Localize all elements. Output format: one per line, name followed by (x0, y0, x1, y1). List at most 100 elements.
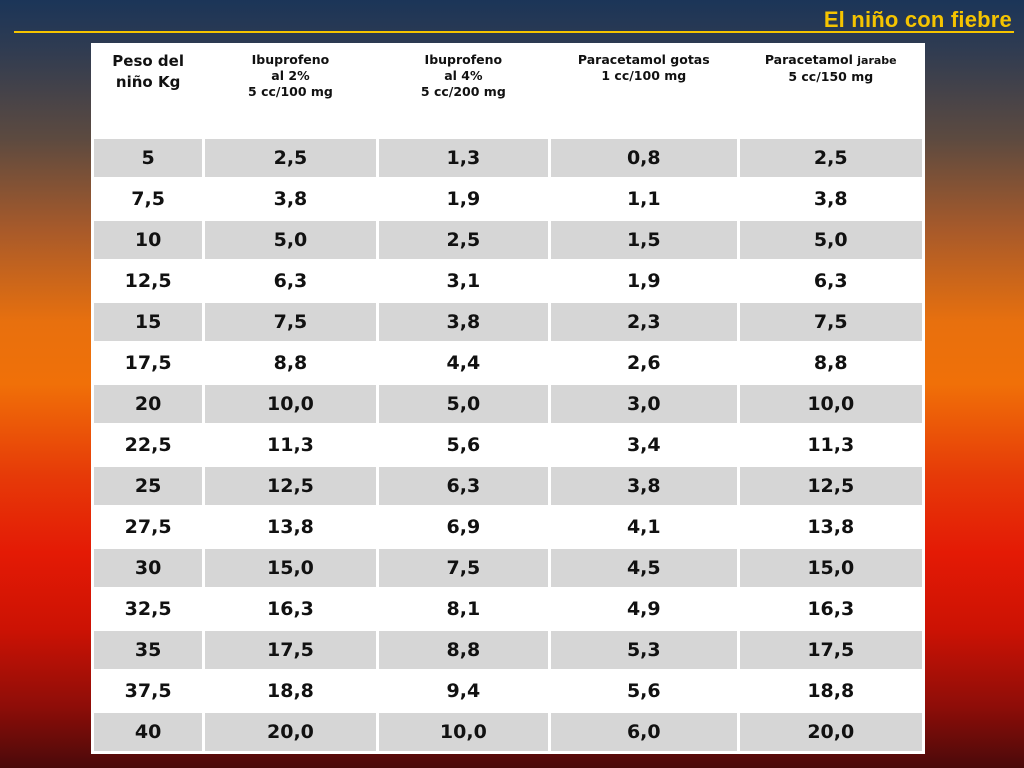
table-body: 5 2,5 1,3 0,8 2,5 7,5 3,8 1,9 1,1 3,8 10 5,0 2,5 1,5 5… (94, 139, 922, 751)
header-line: Ibuprofeno (251, 52, 330, 67)
ibuprofen-2-cell: 11,3 (205, 426, 376, 464)
ibuprofen-2-cell: 6,3 (205, 262, 376, 300)
paracetamol-drops-cell: 3,4 (551, 426, 737, 464)
paracetamol-drops-cell: 1,5 (551, 221, 737, 259)
paracetamol-drops-cell: 1,9 (551, 262, 737, 300)
weight-cell: 12,5 (94, 262, 203, 300)
table-row: 27,5 13,8 6,9 4,1 13,8 (94, 508, 922, 546)
ibuprofen-2-cell: 17,5 (205, 631, 376, 669)
paracetamol-drops-cell: 4,5 (551, 549, 737, 587)
header-paracetamol-drops: Paracetamol gotas 1 cc/100 mg (551, 46, 737, 136)
paracetamol-syrup-cell: 16,3 (739, 590, 922, 628)
ibuprofen-4-cell: 2,5 (378, 221, 549, 259)
ibuprofen-4-cell: 5,0 (378, 385, 549, 423)
table-row: 35 17,5 8,8 5,3 17,5 (94, 631, 922, 669)
header-weight: Peso del niño Kg (94, 46, 203, 136)
weight-cell: 7,5 (94, 180, 203, 218)
ibuprofen-4-cell: 1,9 (378, 180, 549, 218)
weight-cell: 27,5 (94, 508, 203, 546)
weight-cell: 40 (94, 713, 203, 751)
paracetamol-syrup-cell: 7,5 (739, 303, 922, 341)
paracetamol-drops-cell: 4,9 (551, 590, 737, 628)
header-line: 1 cc/100 mg (601, 68, 687, 83)
table-row: 15 7,5 3,8 2,3 7,5 (94, 303, 922, 341)
paracetamol-drops-cell: 2,6 (551, 344, 737, 382)
table-row: 7,5 3,8 1,9 1,1 3,8 (94, 180, 922, 218)
paracetamol-drops-cell: 5,3 (551, 631, 737, 669)
ibuprofen-4-cell: 5,6 (378, 426, 549, 464)
ibuprofen-4-cell: 6,9 (378, 508, 549, 546)
ibuprofen-4-cell: 8,8 (378, 631, 549, 669)
ibuprofen-4-cell: 6,3 (378, 467, 549, 505)
table-row: 17,5 8,8 4,4 2,6 8,8 (94, 344, 922, 382)
ibuprofen-4-cell: 9,4 (378, 672, 549, 710)
weight-cell: 37,5 (94, 672, 203, 710)
table-row: 22,5 11,3 5,6 3,4 11,3 (94, 426, 922, 464)
weight-cell: 30 (94, 549, 203, 587)
header-line: 5 cc/100 mg (248, 84, 333, 99)
ibuprofen-4-cell: 3,8 (378, 303, 549, 341)
paracetamol-drops-cell: 1,1 (551, 180, 737, 218)
ibuprofen-2-cell: 7,5 (205, 303, 376, 341)
ibuprofen-2-cell: 13,8 (205, 508, 376, 546)
paracetamol-syrup-cell: 6,3 (739, 262, 922, 300)
table-header-row: Peso del niño Kg Ibuprofeno al 2% 5 cc/1… (94, 46, 922, 136)
paracetamol-syrup-cell: 8,8 (739, 344, 922, 382)
header-line: al 2% (271, 68, 310, 83)
paracetamol-syrup-cell: 2,5 (739, 139, 922, 177)
header-line-suffix: jarabe (857, 54, 897, 67)
ibuprofen-4-cell: 4,4 (378, 344, 549, 382)
ibuprofen-2-cell: 16,3 (205, 590, 376, 628)
table-row: 37,5 18,8 9,4 5,6 18,8 (94, 672, 922, 710)
paracetamol-syrup-cell: 3,8 (739, 180, 922, 218)
ibuprofen-2-cell: 10,0 (205, 385, 376, 423)
ibuprofen-4-cell: 7,5 (378, 549, 549, 587)
header-line: 5 cc/200 mg (420, 84, 506, 99)
ibuprofen-2-cell: 8,8 (205, 344, 376, 382)
paracetamol-syrup-cell: 5,0 (739, 221, 922, 259)
paracetamol-drops-cell: 5,6 (551, 672, 737, 710)
ibuprofen-2-cell: 18,8 (205, 672, 376, 710)
header-line: Paracetamol gotas (577, 52, 710, 67)
paracetamol-syrup-cell: 20,0 (739, 713, 922, 751)
ibuprofen-2-cell: 5,0 (205, 221, 376, 259)
paracetamol-drops-cell: 6,0 (551, 713, 737, 751)
paracetamol-drops-cell: 0,8 (551, 139, 737, 177)
ibuprofen-4-cell: 1,3 (378, 139, 549, 177)
paracetamol-syrup-cell: 13,8 (739, 508, 922, 546)
header-line: Ibuprofeno (424, 52, 503, 67)
slide-title: El niño con fiebre (823, 7, 1012, 32)
title-underline (14, 31, 1014, 33)
paracetamol-syrup-cell: 18,8 (739, 672, 922, 710)
dosage-table: Peso del niño Kg Ibuprofeno al 2% 5 cc/1… (91, 43, 925, 754)
paracetamol-syrup-cell: 17,5 (739, 631, 922, 669)
table-row: 5 2,5 1,3 0,8 2,5 (94, 139, 922, 177)
ibuprofen-2-cell: 12,5 (205, 467, 376, 505)
weight-cell: 15 (94, 303, 203, 341)
weight-cell: 22,5 (94, 426, 203, 464)
paracetamol-drops-cell: 3,8 (551, 467, 737, 505)
paracetamol-drops-cell: 4,1 (551, 508, 737, 546)
ibuprofen-2-cell: 20,0 (205, 713, 376, 751)
header-ibuprofen-2: Ibuprofeno al 2% 5 cc/100 mg (205, 46, 376, 136)
header-line: Peso del (112, 52, 184, 70)
header-line: al 4% (444, 68, 483, 83)
weight-cell: 35 (94, 631, 203, 669)
ibuprofen-2-cell: 2,5 (205, 139, 376, 177)
weight-cell: 17,5 (94, 344, 203, 382)
header-ibuprofen-4: Ibuprofeno al 4% 5 cc/200 mg (378, 46, 549, 136)
weight-cell: 32,5 (94, 590, 203, 628)
header-paracetamol-syrup: Paracetamol jarabe 5 cc/150 mg (739, 46, 922, 136)
table-row: 32,5 16,3 8,1 4,9 16,3 (94, 590, 922, 628)
ibuprofen-4-cell: 3,1 (378, 262, 549, 300)
table-row: 25 12,5 6,3 3,8 12,5 (94, 467, 922, 505)
header-line-main: Paracetamol (764, 52, 853, 67)
header-line: niño Kg (115, 73, 181, 91)
ibuprofen-4-cell: 10,0 (378, 713, 549, 751)
ibuprofen-4-cell: 8,1 (378, 590, 549, 628)
table-row: 10 5,0 2,5 1,5 5,0 (94, 221, 922, 259)
paracetamol-syrup-cell: 10,0 (739, 385, 922, 423)
dosage-table-container: Peso del niño Kg Ibuprofeno al 2% 5 cc/1… (91, 43, 925, 754)
weight-cell: 20 (94, 385, 203, 423)
weight-cell: 10 (94, 221, 203, 259)
